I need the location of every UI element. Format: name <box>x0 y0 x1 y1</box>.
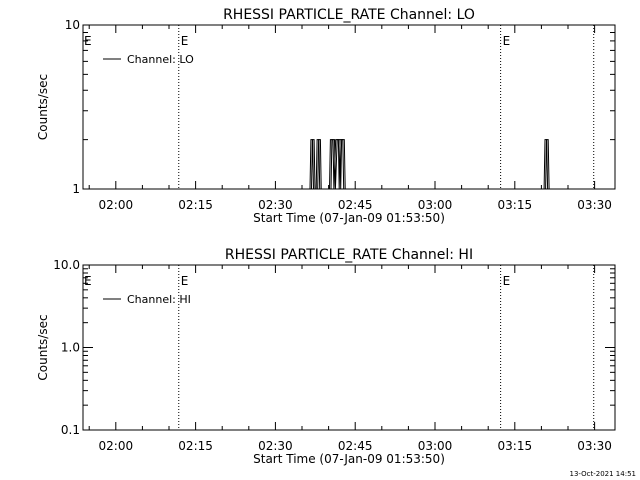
panel-lo: RHESSI PARTICLE_RATE Channel: LO 02:00 02:… <box>36 7 616 225</box>
plot-frame <box>82 264 616 431</box>
event-marker-label: E <box>181 274 189 288</box>
chart-title: RHESSI PARTICLE_RATE Channel: HI <box>225 247 473 263</box>
chart-title: RHESSI PARTICLE_RATE Channel: LO <box>223 7 475 23</box>
series-line <box>309 139 549 190</box>
x-axis-label: Start Time (07-Jan-09 01:53:50) <box>253 211 445 225</box>
x-tick-label: 03:00 <box>418 198 453 212</box>
y-tick-label: 1.0 <box>61 341 80 355</box>
x-tick-label: 02:30 <box>258 198 293 212</box>
legend-label: Channel: HI <box>127 293 191 306</box>
x-axis-label: Start Time (07-Jan-09 01:53:50) <box>253 452 445 466</box>
event-marker-label: E <box>181 34 189 48</box>
event-marker-label: E <box>503 274 511 288</box>
y-tick-label: 0.1 <box>61 423 80 437</box>
x-tick-label: 02:00 <box>99 198 134 212</box>
x-tick-label: 02:30 <box>258 439 293 453</box>
x-tick-label: 02:00 <box>99 439 134 453</box>
legend-label: Channel: LO <box>127 53 194 66</box>
event-marker-label: E <box>84 274 92 288</box>
x-tick-label: 03:30 <box>577 439 612 453</box>
x-tick-label: 02:45 <box>338 198 373 212</box>
x-tick-label: 03:00 <box>418 439 453 453</box>
y-tick-label: 10 <box>65 18 80 32</box>
y-tick-label: 1 <box>72 182 80 196</box>
event-marker-label: E <box>84 34 92 48</box>
y-axis-label: Counts/sec <box>36 314 50 380</box>
footer-timestamp: 13-Oct-2021 14:51 <box>570 470 636 478</box>
x-tick-label: 03:30 <box>577 198 612 212</box>
x-tick-label: 03:15 <box>498 439 533 453</box>
y-axis-label: Counts/sec <box>36 74 50 140</box>
panel-hi: RHESSI PARTICLE_RATE Channel: HI 02:00 02:… <box>36 247 616 466</box>
event-marker-label: E <box>503 34 511 48</box>
x-tick-label: 02:45 <box>338 439 373 453</box>
y-tick-label: 10.0 <box>53 258 80 272</box>
x-tick-label: 02:15 <box>178 439 213 453</box>
plot-frame <box>82 24 616 190</box>
series-line <box>311 139 550 190</box>
x-tick-label: 03:15 <box>498 198 533 212</box>
x-tick-label: 02:15 <box>178 198 213 212</box>
